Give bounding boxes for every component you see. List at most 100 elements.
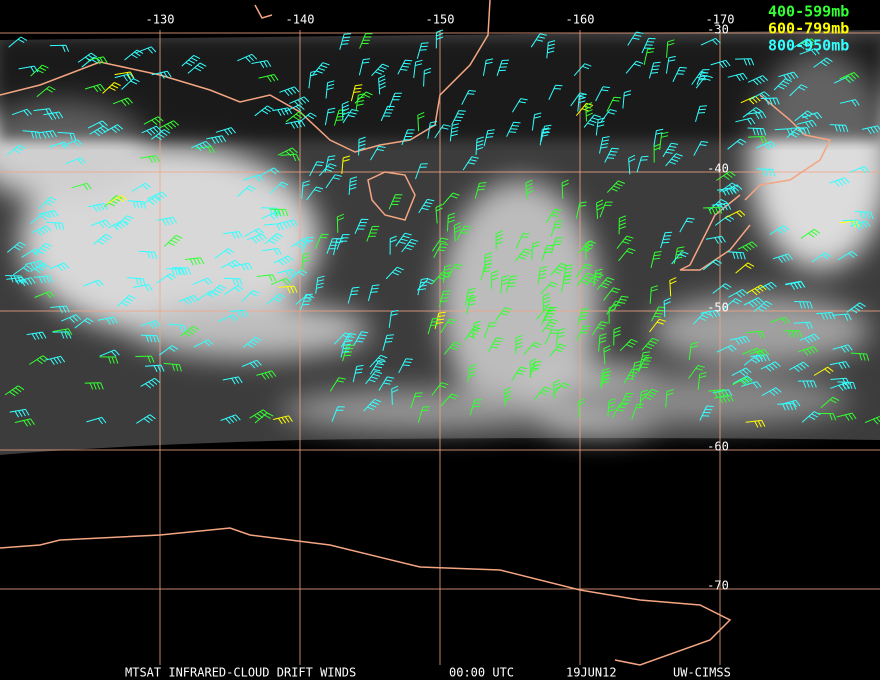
wind-barb [410,392,423,409]
wind-barb [723,298,742,310]
wind-barb [836,412,857,421]
wind-barb [849,166,870,174]
wind-barb [631,403,644,420]
wind-barb [112,97,133,107]
wind-barb [136,46,157,54]
wind-barb [639,389,649,409]
wind-barb [215,127,236,136]
wind-barb [649,285,659,304]
wind-barb [347,286,360,304]
wind-barb [380,105,395,122]
wind-barb [93,233,113,245]
wind-barb [773,78,793,91]
wind-barb [249,409,269,420]
wind-barb [703,206,723,215]
wind-barb [417,277,429,296]
wind-barb [472,320,481,340]
wind-barb [340,332,357,348]
wind-barb [631,360,642,379]
wind-barb [628,154,636,175]
wind-barb [297,112,317,124]
wind-barb [595,117,606,136]
wind-barb [461,90,476,105]
wind-barb [309,161,324,177]
wind-barb [389,235,397,255]
wind-barb [301,236,315,254]
wind-barb [740,95,761,105]
wind-barb [33,275,54,284]
wind-barb [206,135,227,144]
wind-barb [278,285,298,294]
wind-barb [640,388,659,402]
wind-barb [443,341,462,355]
wind-barb [431,382,449,396]
wind-barb [318,163,337,177]
wind-barb [315,275,325,294]
wind-barb [143,116,164,126]
wind-barb [549,343,567,357]
wind-barb [769,225,790,235]
wind-barb [277,147,298,157]
wind-barb [388,309,399,328]
wind-barb [285,111,305,123]
wind-barb [358,58,371,76]
wind-barb [716,344,737,353]
wind-barb [600,368,610,387]
wind-barb [223,231,243,239]
wind-barb [778,71,799,82]
wind-barb [49,44,70,52]
wind-barb [585,102,593,122]
wind-barb [38,196,57,209]
wind-barb [666,39,675,58]
wind-barb [596,199,604,219]
lon-label: -140 [286,13,315,27]
wind-barb [772,253,793,263]
wind-barb [529,358,538,378]
wind-barb [370,145,386,161]
wind-barb [669,277,677,297]
wind-barb [606,180,625,193]
product: MTSAT INFRARED-CLOUD DRIFT WINDS [125,666,356,680]
wind-barb [314,233,329,250]
wind-barb [138,250,158,259]
wind-barb [796,119,817,129]
wind-barb [388,194,403,210]
wind-barb [62,139,83,147]
wind-barb [801,411,821,423]
wind-barb [271,277,292,286]
wind-barb [596,277,615,290]
wind-barb [716,171,736,181]
wind-barb [132,284,153,292]
wind-barb [89,125,110,137]
wind-barb [756,168,776,177]
wind-barb [529,361,542,378]
wind-barb [261,211,282,220]
wind-barb [600,370,612,389]
wind-barb [417,111,425,132]
wind-barb [108,220,129,231]
wind-barb [583,114,601,128]
wind-barb [18,65,39,73]
wind-barb [83,279,104,287]
wind-barb [743,354,763,366]
wind-barb [312,62,330,76]
wind-barb [780,399,801,408]
lon-label: -160 [566,13,595,27]
wind-barb [525,179,534,200]
wind-barb [713,394,734,404]
wind-barb [577,398,586,418]
wind-barb [140,377,161,389]
wind-barb [140,196,161,206]
wind-barb [702,259,722,271]
wind-barb [799,333,820,344]
wind-barb [156,273,176,284]
wind-barb [577,308,590,326]
wind-barb [837,250,858,261]
wind-barb [117,294,136,307]
wind-barb [440,393,459,407]
wind-barb [434,311,446,329]
wind-barb [653,143,661,163]
wind-barb [159,120,180,131]
wind-barb [728,289,749,298]
